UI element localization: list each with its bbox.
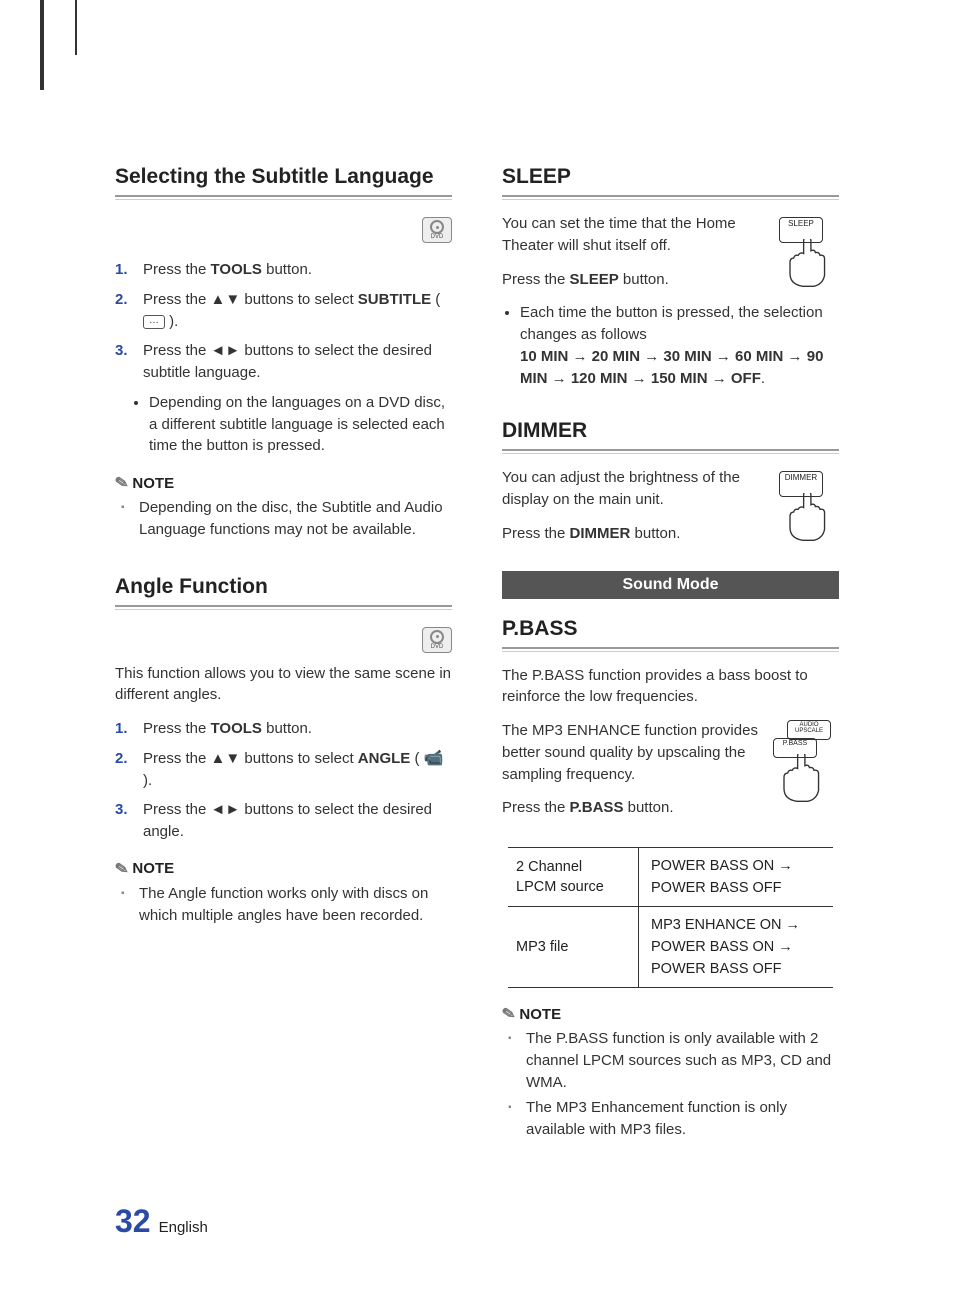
step-text: Press the ▲▼ buttons to select ANGLE ( 📹… xyxy=(143,748,452,792)
list-item: 1. Press the TOOLS button. xyxy=(115,259,452,281)
page-edge-decoration xyxy=(75,0,77,55)
step-number: 1. xyxy=(115,718,133,740)
sleep-bullets: Each time the button is pressed, the sel… xyxy=(520,302,839,389)
list-item: 3. Press the ◄► buttons to select the de… xyxy=(115,340,452,384)
list-item: The MP3 Enhancement function is only ava… xyxy=(526,1097,839,1141)
note-list: The Angle function works only with discs… xyxy=(115,883,452,927)
list-item: 2. Press the ▲▼ buttons to select ANGLE … xyxy=(115,748,452,792)
table-cell: POWER BASS ON → POWER BASS OFF xyxy=(638,848,833,906)
hand-icon xyxy=(787,493,833,543)
step-text: Press the ◄► buttons to select the desir… xyxy=(143,799,452,843)
sleep-heading: SLEEP xyxy=(502,165,839,197)
subtitle-icon: … xyxy=(143,315,165,329)
angle-steps: 1. Press the TOOLS button. 2. Press the … xyxy=(115,718,452,843)
subtitle-steps: 1. Press the TOOLS button. 2. Press the … xyxy=(115,259,452,384)
list-item: 2. Press the ▲▼ buttons to select SUBTIT… xyxy=(115,289,452,333)
table-cell: MP3 file xyxy=(508,907,638,987)
step-number: 2. xyxy=(115,289,133,311)
hand-icon xyxy=(781,754,827,804)
step-number: 3. xyxy=(115,340,133,362)
sound-mode-bar: Sound Mode xyxy=(502,571,839,599)
list-item: The Angle function works only with discs… xyxy=(139,883,452,927)
table-cell: 2 Channel LPCM source xyxy=(508,848,638,906)
step-number: 1. xyxy=(115,259,133,281)
note-icon: ✎ xyxy=(500,1003,517,1025)
page-footer: 32 English xyxy=(115,1203,208,1240)
step-number: 3. xyxy=(115,799,133,821)
step-text: Press the ◄► buttons to select the desir… xyxy=(143,340,452,384)
step-text: Press the TOOLS button. xyxy=(143,259,312,281)
step-text: Press the ▲▼ buttons to select SUBTITLE … xyxy=(143,289,452,333)
subtitle-heading: Selecting the Subtitle Language xyxy=(115,165,452,197)
table-cell: MP3 ENHANCE ON → POWER BASS ON → POWER B… xyxy=(638,907,833,987)
table-row: 2 Channel LPCM source POWER BASS ON → PO… xyxy=(508,848,833,906)
list-item: Each time the button is pressed, the sel… xyxy=(520,302,839,389)
right-column: SLEEP SLEEP You can set the time that th… xyxy=(502,165,839,1145)
remote-button-label: AUDIOUPSCALE xyxy=(787,720,831,740)
list-item: 1. Press the TOOLS button. xyxy=(115,718,452,740)
table-row: MP3 file MP3 ENHANCE ON → POWER BASS ON … xyxy=(508,906,833,987)
angle-icon: 📹 xyxy=(424,751,444,767)
note-list: Depending on the disc, the Subtitle and … xyxy=(115,497,452,541)
list-item: 3. Press the ◄► buttons to select the de… xyxy=(115,799,452,843)
dvd-icon: DVD xyxy=(422,217,452,243)
subtitle-substeps: Depending on the languages on a DVD disc… xyxy=(149,392,452,457)
pbass-note: ✎NOTE The P.BASS function is only availa… xyxy=(502,1004,839,1141)
note-heading: ✎NOTE xyxy=(502,1004,839,1024)
hand-icon xyxy=(787,239,833,289)
note-heading: ✎NOTE xyxy=(115,859,452,879)
pbass-p1: The P.BASS function provides a bass boos… xyxy=(502,665,839,709)
page-language: English xyxy=(159,1219,208,1236)
pbass-table: 2 Channel LPCM source POWER BASS ON → PO… xyxy=(508,847,833,988)
dvd-icon: DVD xyxy=(422,627,452,653)
sleep-button-illustration: SLEEP xyxy=(769,213,839,293)
note-list: The P.BASS function is only available wi… xyxy=(502,1028,839,1141)
page-content: Selecting the Subtitle Language DVD 1. P… xyxy=(115,165,839,1145)
pbass-button-illustration: AUDIOUPSCALE P.BASS xyxy=(769,720,839,810)
left-column: Selecting the Subtitle Language DVD 1. P… xyxy=(115,165,452,1145)
note-icon: ✎ xyxy=(113,858,130,880)
note-heading: ✎NOTE xyxy=(115,473,452,493)
list-item: The P.BASS function is only available wi… xyxy=(526,1028,839,1093)
list-item: Depending on the disc, the Subtitle and … xyxy=(139,497,452,541)
angle-heading: Angle Function xyxy=(115,575,452,607)
subtitle-note: ✎NOTE Depending on the disc, the Subtitl… xyxy=(115,473,452,541)
list-item: Depending on the languages on a DVD disc… xyxy=(149,392,452,457)
dimmer-heading: DIMMER xyxy=(502,419,839,451)
note-icon: ✎ xyxy=(113,472,130,494)
angle-intro: This function allows you to view the sam… xyxy=(115,663,452,707)
angle-note: ✎NOTE The Angle function works only with… xyxy=(115,859,452,927)
dimmer-button-illustration: DIMMER xyxy=(769,467,839,547)
page-number: 32 xyxy=(115,1203,151,1240)
step-number: 2. xyxy=(115,748,133,770)
step-text: Press the TOOLS button. xyxy=(143,718,312,740)
pbass-heading: P.BASS xyxy=(502,617,839,649)
page-edge-decoration xyxy=(40,0,44,90)
